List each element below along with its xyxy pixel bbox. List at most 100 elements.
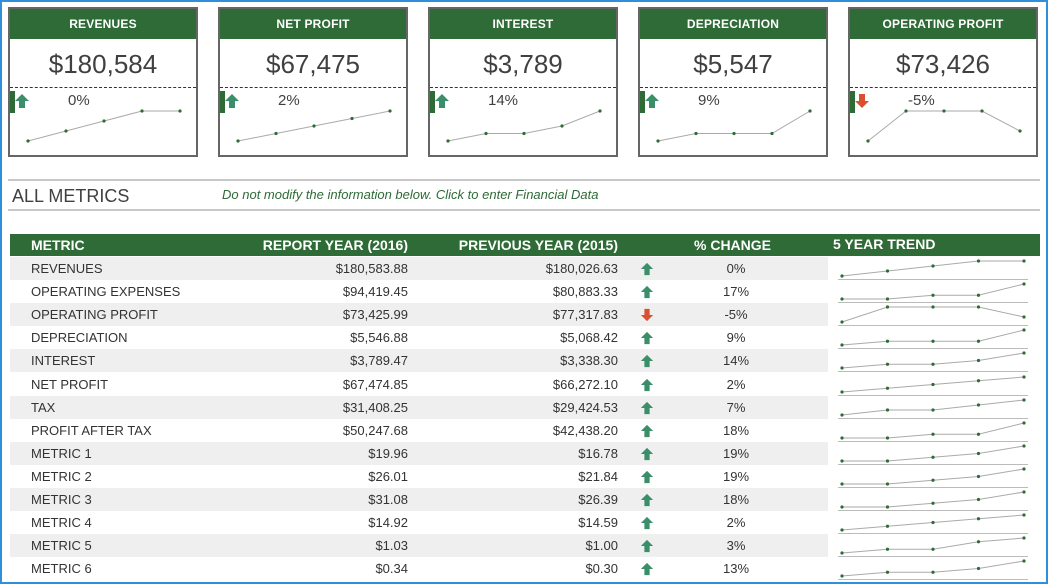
- trend-point: [808, 109, 812, 113]
- trend-point: [840, 412, 844, 417]
- row-metric: METRIC 1: [31, 445, 92, 461]
- trend-point: [522, 131, 526, 136]
- row-report-value: $67,474.85: [342, 376, 408, 392]
- kpi-card: OPERATING PROFIT $73,426 -5%: [848, 7, 1038, 157]
- kpi-card-accent: [640, 91, 645, 113]
- row-previous-value: $180,026.63: [545, 261, 618, 276]
- trend-point: [598, 109, 602, 113]
- trend-point: [1022, 421, 1026, 425]
- section-divider-bottom: [8, 209, 1040, 211]
- row-trend-sparkline: [838, 534, 1028, 558]
- kpi-card-value: $180,584: [10, 39, 196, 88]
- kpi-card: NET PROFIT $67,475 2%: [218, 7, 408, 157]
- row-previous-value: $0.30: [585, 561, 618, 577]
- arrow-down-icon: [854, 93, 870, 109]
- trend-point: [64, 129, 68, 133]
- row-metric: DEPRECIATION: [31, 330, 128, 346]
- row-report-value: $19.96: [368, 445, 408, 461]
- financial-data-link[interactable]: Do not modify the information below. Cli…: [222, 187, 599, 202]
- table-row: METRIC 5 $1.03 $1.00 3%: [10, 534, 828, 558]
- trend-point: [931, 520, 935, 525]
- col-metric-header: METRIC: [31, 237, 85, 253]
- trend-point: [350, 116, 354, 121]
- row-report-value: $14.92: [368, 515, 408, 531]
- kpi-card-title: DEPRECIATION: [640, 9, 826, 39]
- trend-point: [840, 389, 844, 394]
- row-previous-value: $26.39: [578, 492, 618, 507]
- trend-point: [976, 432, 981, 436]
- row-change: 7%: [726, 399, 746, 415]
- table-row: PROFIT AFTER TAX $50,247.68 $42,438.20 18%: [10, 419, 828, 442]
- trend-point: [840, 551, 844, 555]
- kpi-card-accent: [430, 91, 435, 113]
- trend-point: [694, 131, 698, 136]
- row-previous-value: $77,317.83: [552, 307, 618, 323]
- kpi-card-title: OPERATING PROFIT: [850, 9, 1036, 39]
- trend-point: [931, 455, 935, 459]
- row-change: 2%: [726, 515, 746, 531]
- trend-point: [976, 517, 981, 521]
- col-report-header: REPORT YEAR (2016): [262, 237, 408, 253]
- row-metric: REVENUES: [31, 261, 103, 276]
- trend-point: [931, 293, 935, 297]
- trend-point: [840, 366, 844, 370]
- table-row: REVENUES $180,583.88 $180,026.63 0%: [10, 257, 828, 280]
- col-previous-header: PREVIOUS YEAR (2015): [458, 237, 618, 253]
- trend-point: [976, 451, 981, 455]
- trend-point: [840, 343, 844, 347]
- trend-point: [770, 131, 774, 136]
- arrow-up-icon: [640, 493, 654, 507]
- row-trend-sparkline: [838, 442, 1028, 465]
- kpi-card-title: REVENUES: [10, 9, 196, 39]
- row-previous-value: $5,068.42: [560, 330, 618, 346]
- trend-point: [1022, 536, 1026, 540]
- trend-point: [236, 139, 240, 143]
- table-row: METRIC 4 $14.92 $14.59 2%: [10, 511, 828, 534]
- trend-point: [1022, 513, 1026, 517]
- trend-point: [931, 432, 935, 436]
- row-trend-sparkline: [838, 488, 1028, 511]
- row-trend-sparkline: [838, 257, 1028, 280]
- arrow-up-icon: [224, 93, 240, 109]
- kpi-card-change: -5%: [908, 92, 935, 109]
- trend-point: [976, 293, 981, 297]
- trend-point: [885, 269, 890, 273]
- kpi-card-value: $3,789: [430, 39, 616, 88]
- kpi-card-sparkline: [864, 107, 1024, 145]
- row-previous-value: $3,338.30: [560, 353, 618, 369]
- row-previous-value: $1.00: [585, 538, 618, 554]
- trend-point: [1022, 444, 1026, 448]
- trend-point: [656, 139, 660, 143]
- trend-point: [931, 407, 935, 412]
- kpi-card-value: $73,426: [850, 39, 1036, 88]
- trend-point: [840, 505, 844, 509]
- row-previous-value: $66,272.10: [552, 376, 618, 392]
- row-previous-value: $29,424.53: [552, 399, 618, 415]
- row-trend-sparkline: [838, 465, 1028, 488]
- row-change: 18%: [722, 492, 750, 507]
- trend-point: [885, 570, 890, 575]
- row-metric: INTEREST: [31, 353, 96, 369]
- kpi-card: REVENUES $180,584 0%: [8, 7, 198, 157]
- trend-point: [885, 305, 890, 309]
- kpi-card-change: 9%: [698, 92, 720, 109]
- kpi-card-sparkline: [234, 107, 394, 145]
- row-trend-sparkline: [838, 557, 1028, 581]
- kpi-card: DEPRECIATION $5,547 9%: [638, 7, 828, 157]
- kpi-card-title: NET PROFIT: [220, 9, 406, 39]
- arrow-up-icon: [640, 539, 654, 553]
- kpi-card-accent: [850, 91, 855, 113]
- arrow-up-icon: [640, 516, 654, 530]
- row-report-value: $31,408.25: [342, 399, 408, 415]
- row-trend-sparkline: [838, 326, 1028, 350]
- kpi-card-value: $67,475: [220, 39, 406, 88]
- row-previous-value: $14.59: [578, 515, 618, 531]
- table-row: METRIC 1 $19.96 $16.78 19%: [10, 441, 828, 465]
- arrow-up-icon: [640, 424, 654, 438]
- row-report-value: $31.08: [368, 492, 408, 507]
- arrow-up-icon: [644, 93, 660, 109]
- row-trend-sparkline: [838, 280, 1028, 304]
- arrow-up-icon: [640, 262, 654, 276]
- trend-point: [885, 407, 890, 412]
- row-trend-sparkline: [838, 349, 1028, 373]
